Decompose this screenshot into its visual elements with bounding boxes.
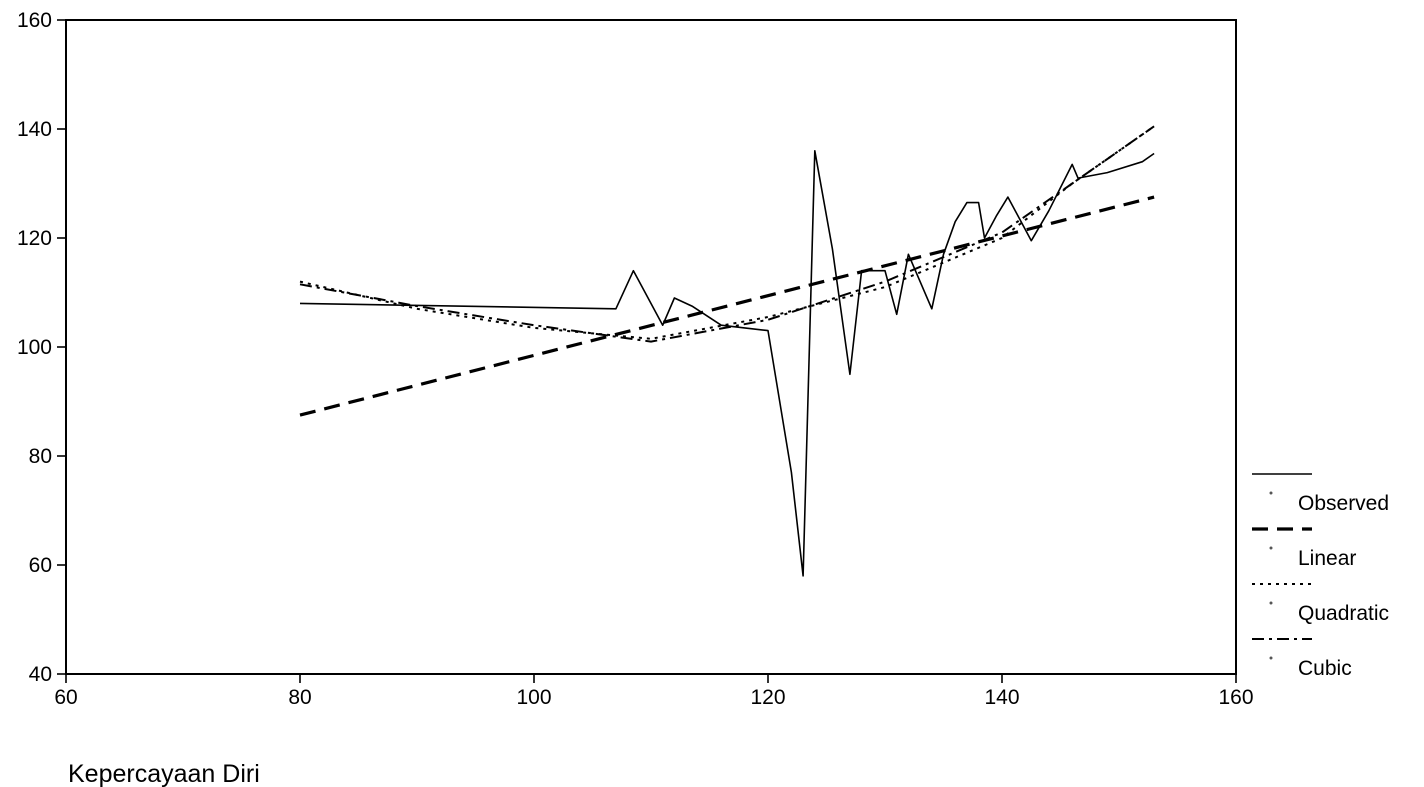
y-tick-label: 40 xyxy=(29,663,52,686)
y-tick-label: 140 xyxy=(17,118,52,141)
legend: Observed Linear Quadratic Cubic xyxy=(1252,473,1389,680)
legend-label-cubic: Cubic xyxy=(1298,657,1352,680)
y-tick-label: 160 xyxy=(17,9,52,32)
x-tick-label: 80 xyxy=(288,686,311,709)
y-tick-label: 100 xyxy=(17,336,52,359)
x-tick-label: 60 xyxy=(54,686,77,709)
x-axis-title: Kepercayaan Diri xyxy=(68,760,260,787)
legend-marker-quadratic xyxy=(1269,601,1273,605)
legend-label-quadratic: Quadratic xyxy=(1298,602,1389,625)
legend-label-observed: Observed xyxy=(1298,492,1389,515)
series-line-linear xyxy=(299,195,1155,417)
y-tick-label: 120 xyxy=(17,227,52,250)
series-layer xyxy=(299,125,1155,577)
legend-marker-observed xyxy=(1269,491,1273,495)
x-tick-label: 100 xyxy=(516,686,551,709)
x-tick-label: 140 xyxy=(984,686,1019,709)
x-tick-label: 120 xyxy=(750,686,785,709)
plot-frame xyxy=(65,19,1237,675)
x-tick-label: 160 xyxy=(1218,686,1253,709)
series-line-observed xyxy=(299,150,1155,577)
y-tick-label: 80 xyxy=(29,445,52,468)
legend-marker-cubic xyxy=(1269,656,1273,660)
legend-marker-linear xyxy=(1269,546,1273,550)
y-tick-label: 60 xyxy=(29,554,52,577)
legend-label-linear: Linear xyxy=(1298,547,1356,570)
series-line-cubic xyxy=(299,125,1155,343)
